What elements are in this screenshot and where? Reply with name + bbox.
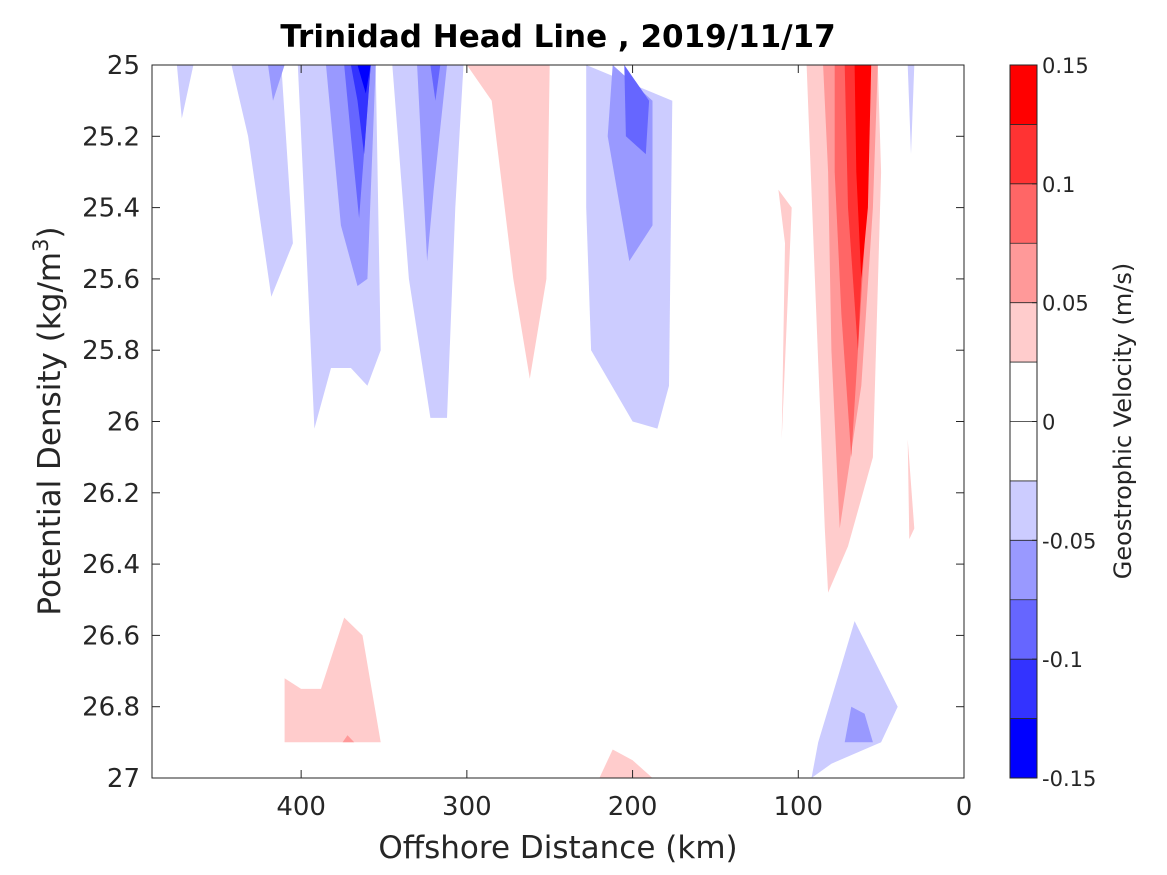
x-axis-ticks: 400 300 200 100 0 bbox=[276, 65, 972, 822]
chart-title: Trinidad Head Line , 2019/11/17 bbox=[280, 19, 835, 55]
contour-region-27 bbox=[342, 735, 355, 743]
y-axis-label-superscript: 3 bbox=[29, 238, 53, 251]
y-tick-label: 25.8 bbox=[82, 336, 140, 366]
contour-region-7 bbox=[268, 65, 285, 101]
colorbar-band bbox=[1010, 124, 1037, 185]
x-tick-label: 0 bbox=[956, 792, 973, 822]
x-tick-label: 100 bbox=[773, 792, 823, 822]
colorbar-band bbox=[1010, 540, 1037, 601]
x-tick-label: 300 bbox=[442, 792, 492, 822]
x-tick-label: 400 bbox=[276, 792, 326, 822]
y-tick-label: 26.2 bbox=[82, 479, 140, 509]
colorbar-tick-label: 0.05 bbox=[1042, 292, 1089, 316]
colorbar-band bbox=[1010, 659, 1037, 720]
colorbar-band bbox=[1010, 362, 1037, 422]
contour-region-14 bbox=[624, 65, 650, 155]
contour-region-9 bbox=[417, 65, 447, 262]
colorbar: 0.15 0.1 0.05 0 -0.05 -0.1 -0.15 bbox=[1009, 54, 1096, 791]
y-tick-label: 26.6 bbox=[82, 621, 140, 651]
contour-region-11 bbox=[844, 706, 873, 743]
colorbar-tick-label: 0.1 bbox=[1042, 173, 1075, 197]
y-tick-label: 25.6 bbox=[82, 265, 140, 295]
y-axis-label-main: Potential Density (kg/m bbox=[32, 252, 68, 616]
y-axis-label-tail: ) bbox=[32, 226, 68, 238]
colorbar-tick-label: -0.05 bbox=[1042, 529, 1096, 553]
contour-region-0 bbox=[176, 65, 194, 119]
contour-region-13 bbox=[430, 65, 441, 101]
colorbar-tick-label: -0.1 bbox=[1042, 648, 1083, 672]
colorbar-label: Geostrophic Velocity (m/s) bbox=[1109, 263, 1137, 579]
colorbar-tick-label: 0 bbox=[1042, 411, 1055, 435]
y-tick-label: 27 bbox=[107, 764, 140, 794]
y-tick-label: 25.2 bbox=[82, 122, 140, 152]
colorbar-band bbox=[1010, 480, 1037, 541]
contour-fills bbox=[176, 65, 915, 778]
contour-region-6 bbox=[811, 621, 898, 778]
y-tick-label: 26.8 bbox=[82, 693, 140, 723]
colorbar-band bbox=[1010, 421, 1037, 482]
contour-region-22 bbox=[599, 749, 653, 778]
colorbar-tick-label: -0.15 bbox=[1042, 767, 1096, 791]
contour-region-5 bbox=[907, 65, 915, 155]
contour-region-16 bbox=[357, 65, 371, 94]
colorbar-band bbox=[1010, 302, 1037, 363]
contour-region-21 bbox=[284, 617, 381, 743]
x-axis-label: Offshore Distance (km) bbox=[378, 830, 737, 866]
contour-region-26 bbox=[854, 65, 872, 279]
contour-region-20 bbox=[907, 439, 915, 540]
contour-region-1 bbox=[231, 65, 293, 297]
y-tick-label: 25 bbox=[107, 51, 140, 81]
y-tick-label: 26.4 bbox=[82, 550, 140, 580]
colorbar-band bbox=[1010, 718, 1037, 779]
y-axis-ticks: 25 25.2 25.4 25.6 25.8 26 26.2 26.4 26.6 26.8 27 bbox=[82, 51, 964, 794]
x-tick-label: 200 bbox=[608, 792, 658, 822]
colorbar-band bbox=[1010, 243, 1037, 304]
colorbar-tick-label: 0.15 bbox=[1042, 54, 1089, 78]
y-axis-label: Potential Density (kg/m3) bbox=[29, 226, 68, 615]
contour-region-17 bbox=[466, 65, 550, 379]
y-tick-label: 26 bbox=[107, 408, 140, 438]
y-tick-label: 25.4 bbox=[82, 194, 140, 224]
colorbar-band bbox=[1010, 65, 1037, 125]
contour-region-18 bbox=[778, 189, 792, 440]
colorbar-band bbox=[1010, 183, 1037, 244]
colorbar-band bbox=[1010, 599, 1037, 660]
